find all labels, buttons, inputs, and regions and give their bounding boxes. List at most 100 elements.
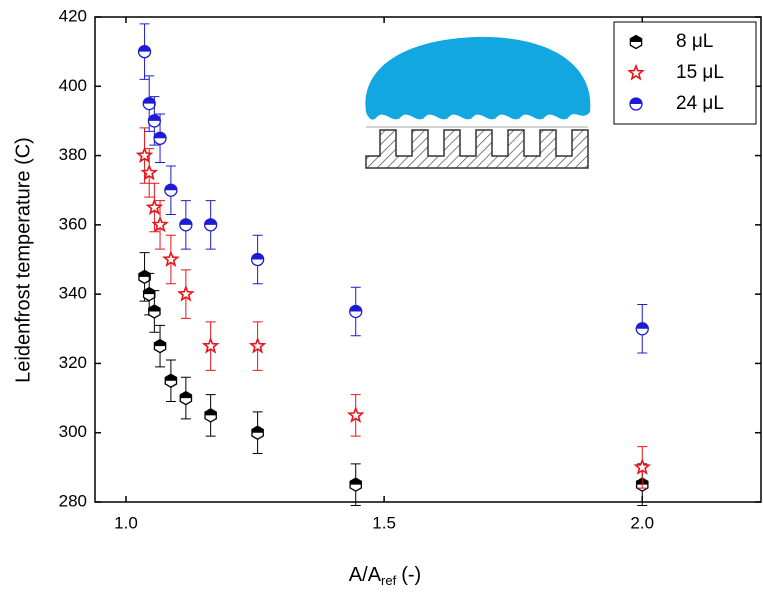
marker-fill [252, 426, 264, 433]
error-bar [144, 148, 155, 198]
marker [153, 338, 167, 354]
marker-fill [164, 184, 177, 191]
error-bar [165, 359, 176, 403]
marker [137, 44, 152, 59]
error-bar [252, 234, 263, 285]
plot-frame [94, 16, 762, 503]
marker-fill [143, 97, 156, 104]
marker-fill [204, 218, 217, 225]
marker-outline [346, 406, 365, 423]
marker [142, 96, 156, 111]
marker [629, 34, 643, 50]
marker-outline [201, 336, 220, 354]
marker [164, 183, 178, 197]
x-axis-label: A/Aref (-) [349, 564, 421, 588]
marker [204, 408, 217, 423]
marker [147, 114, 162, 128]
error-bar [149, 290, 160, 333]
error-bar [180, 376, 191, 420]
y-tick-label: 380 [59, 145, 87, 164]
marker-fill [165, 374, 177, 381]
y-tick-label: 340 [59, 284, 87, 303]
error-bar [180, 269, 191, 319]
legend-label: 15 μL [676, 62, 724, 83]
error-bar [144, 75, 155, 132]
error-bar [205, 200, 216, 250]
marker-fill [154, 339, 166, 347]
marker-outline [140, 163, 159, 181]
x-axis-label-main: A/A [349, 564, 382, 586]
marker-fill [143, 287, 155, 295]
marker [251, 425, 264, 440]
error-bar [165, 165, 176, 215]
error-bar [180, 200, 191, 250]
error-bar [139, 127, 150, 184]
error-bar [165, 234, 176, 285]
marker-fill [636, 322, 649, 329]
error-bar [637, 304, 648, 354]
marker [201, 336, 220, 354]
marker [145, 198, 164, 216]
marker-fill [350, 478, 362, 485]
marker [140, 163, 159, 181]
marker [635, 322, 649, 336]
marker [179, 218, 193, 232]
marker-outline [248, 336, 267, 354]
marker-fill [148, 304, 160, 312]
marker-outline [162, 250, 180, 268]
error-bar [252, 321, 263, 371]
marker-outline [177, 284, 195, 302]
marker-fill [179, 218, 192, 225]
error-bar [155, 200, 166, 250]
error-bar [155, 113, 166, 163]
marker [151, 215, 169, 233]
x-tick-label: 1.0 [114, 513, 138, 532]
marker [138, 269, 151, 285]
y-tick-label: 360 [59, 214, 87, 233]
marker-fill [148, 114, 161, 121]
marker [629, 97, 643, 111]
marker [349, 477, 363, 492]
marker-fill [630, 35, 642, 42]
x-tick-label: 2.0 [630, 513, 654, 532]
marker-outline [627, 63, 645, 81]
error-bar [205, 321, 216, 371]
marker [346, 406, 365, 423]
error-bar [155, 324, 166, 368]
error-bar [149, 182, 160, 233]
error-bar [350, 394, 361, 437]
y-tick-label: 300 [59, 422, 87, 441]
error-bar [139, 252, 150, 302]
marker [153, 131, 167, 145]
legend-label: 24 μL [676, 93, 724, 114]
marker-fill [349, 305, 362, 312]
marker [250, 252, 265, 267]
marker [349, 304, 363, 319]
y-tick-label: 280 [59, 491, 87, 510]
error-bar [144, 272, 155, 316]
marker-outline [151, 215, 169, 233]
marker [627, 63, 645, 81]
x-axis-label-tail: (-) [401, 564, 421, 586]
marker-fill [180, 391, 192, 399]
marker [162, 250, 180, 268]
marker [179, 390, 193, 406]
marker-fill [154, 132, 167, 139]
error-bar [252, 411, 263, 454]
marker [203, 218, 218, 232]
marker-fill [251, 253, 264, 260]
marker [148, 304, 161, 319]
marker-fill [138, 45, 151, 52]
y-tick-label: 320 [59, 353, 87, 372]
y-tick-label: 400 [59, 76, 87, 95]
x-tick-label: 1.5 [372, 513, 396, 532]
error-bar [637, 446, 648, 489]
inset-illustration [365, 36, 591, 169]
error-bar [139, 23, 150, 80]
error-bar [350, 286, 361, 337]
error-bar [350, 463, 361, 506]
marker-outline [145, 198, 164, 216]
x-axis-label-sub: ref [381, 573, 397, 588]
y-tick-label: 420 [59, 6, 87, 25]
